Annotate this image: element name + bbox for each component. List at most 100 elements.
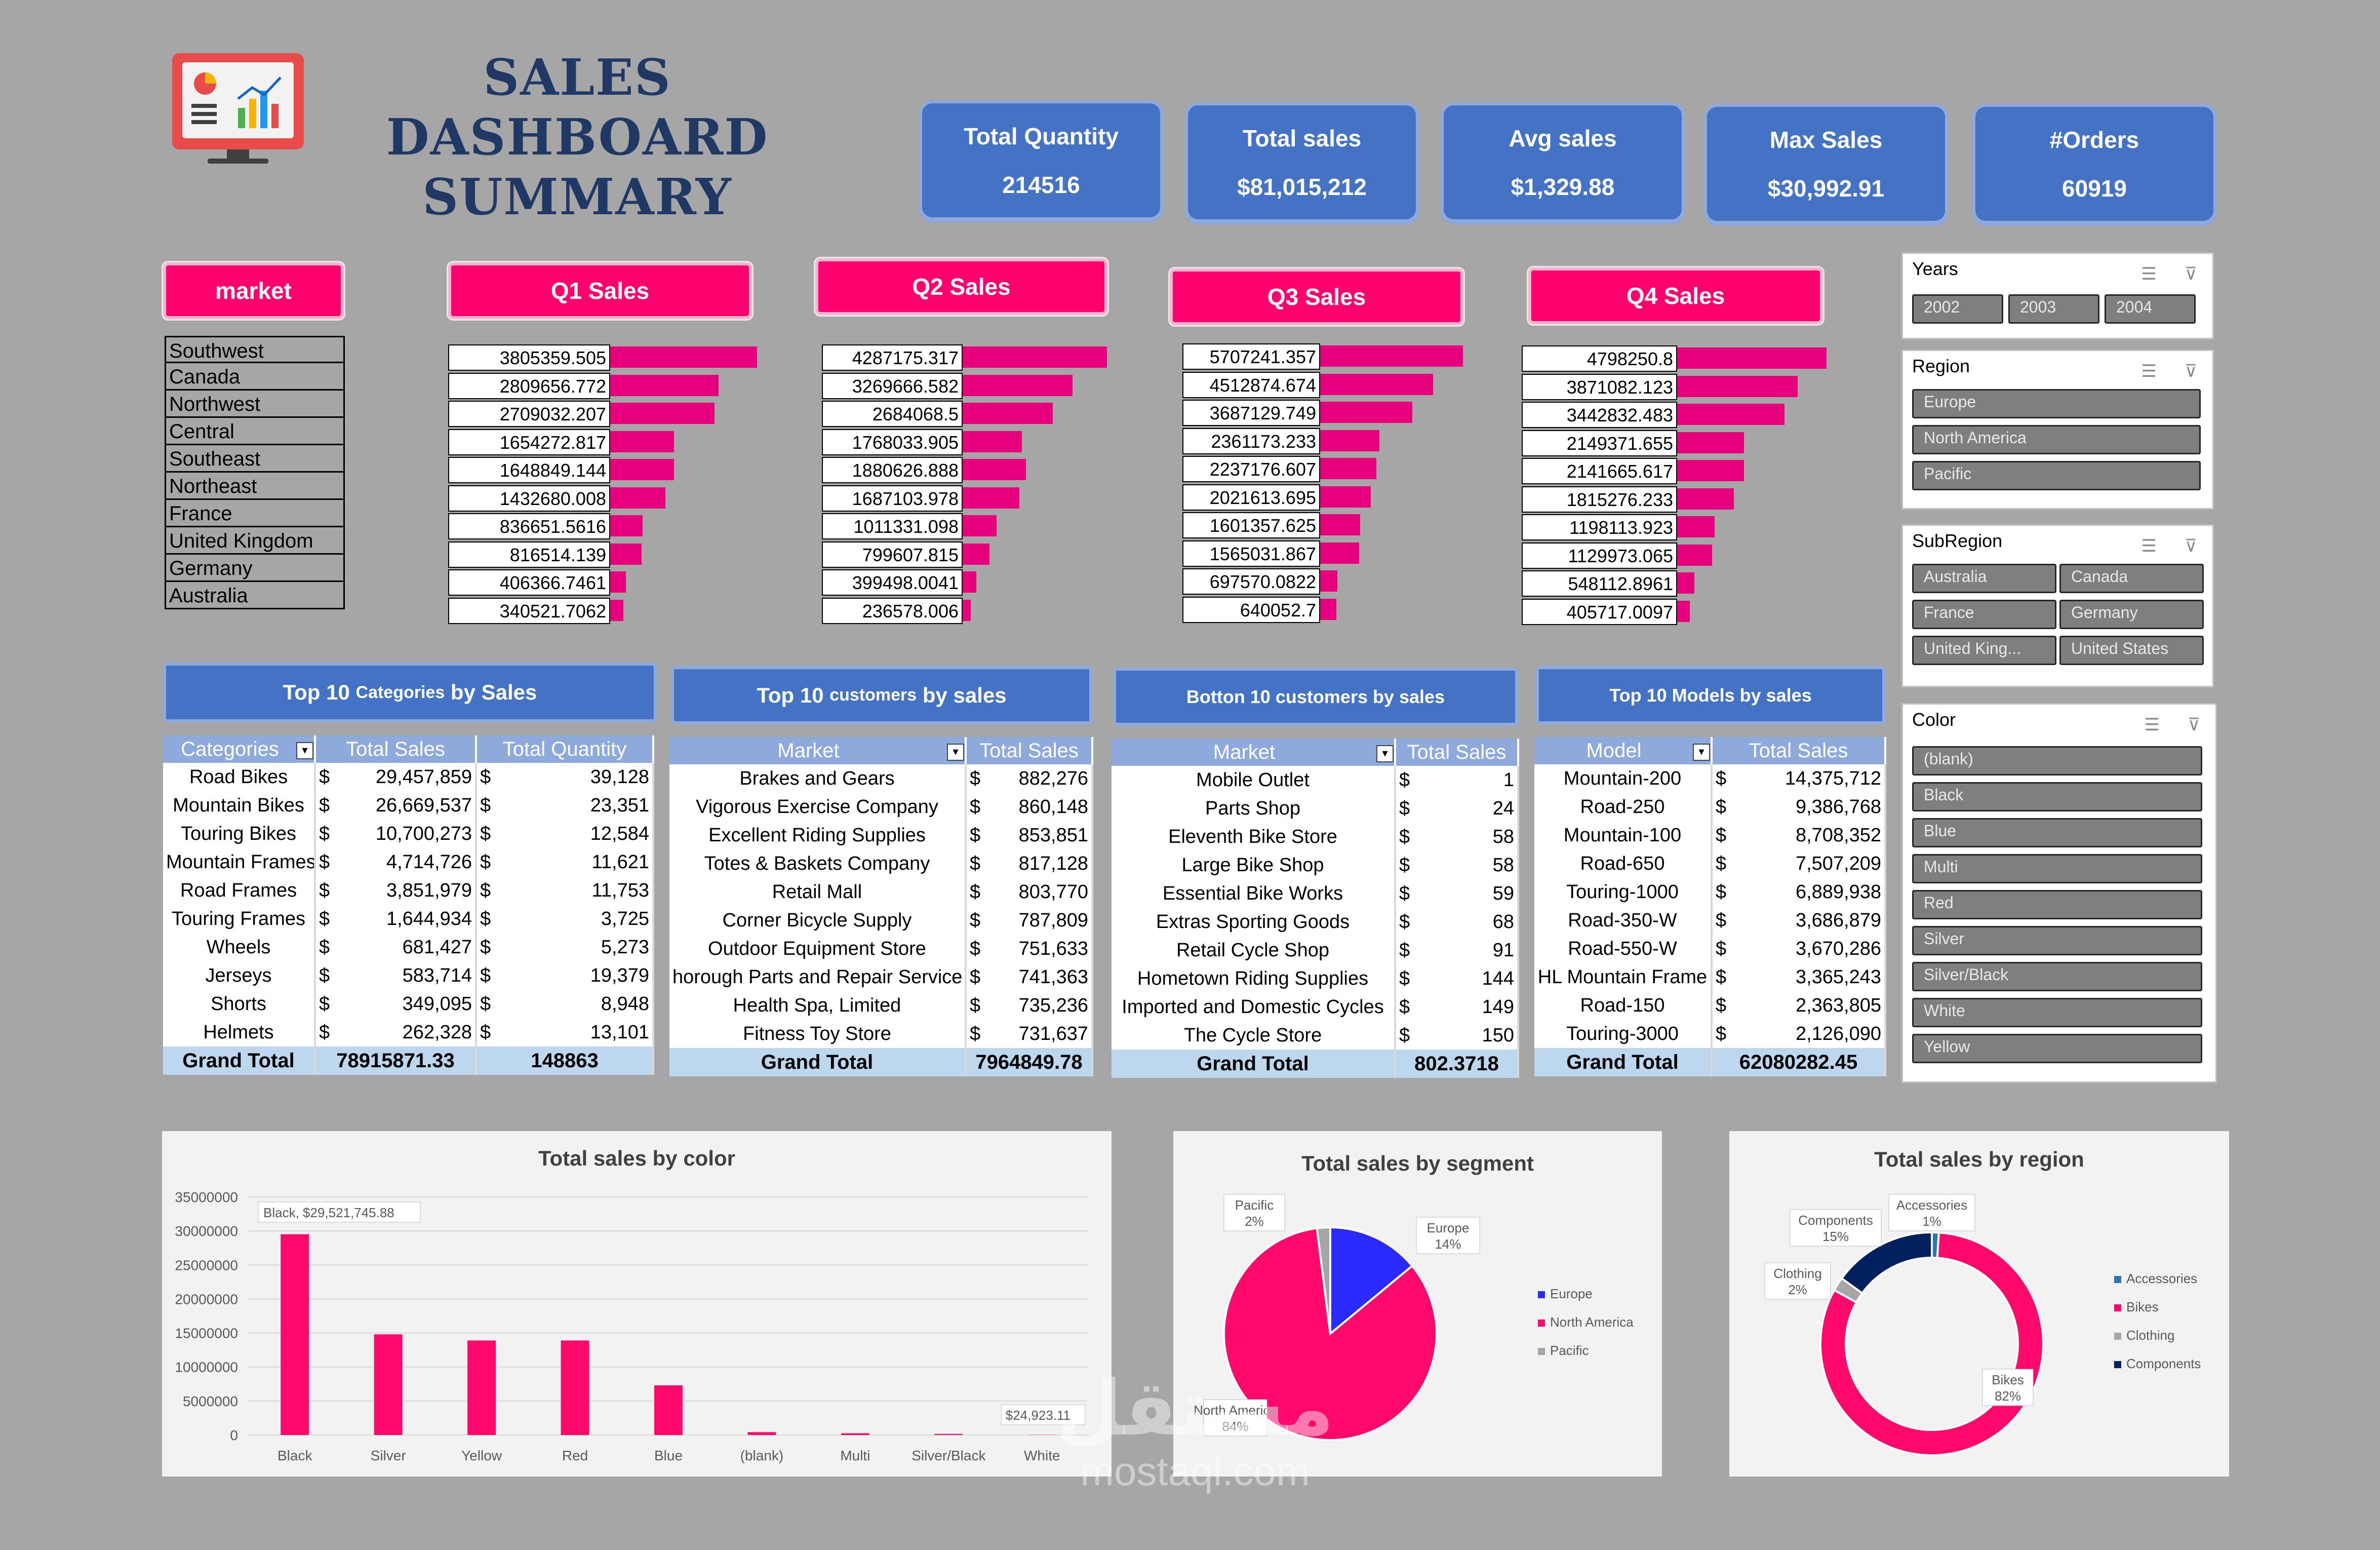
- quarter-value: 1129973.065: [1522, 542, 1677, 569]
- column-header[interactable]: Market ▾: [669, 737, 967, 764]
- row-label: Road-350-W: [1534, 906, 1713, 935]
- donut-chart-svg: Accessories1%Bikes82%Clothing2%Component…: [1764, 1194, 2201, 1456]
- watermark-url: mostaql.com: [1080, 1449, 1310, 1494]
- slicer-item[interactable]: White: [1912, 998, 2202, 1027]
- quarter-value: 2141665.617: [1522, 458, 1677, 484]
- title-part: Categories: [355, 682, 445, 702]
- data-label-value: 2%: [1245, 1214, 1264, 1229]
- currency-symbol: $: [1716, 909, 1727, 931]
- data-label-box: [1416, 1217, 1480, 1254]
- row-value: $144: [1395, 964, 1519, 993]
- slicer-title: Years: [1912, 258, 1958, 279]
- value-text: 24: [1492, 797, 1514, 819]
- table-row: Touring-3000 $2,126,090: [1534, 1020, 1886, 1048]
- quarter-bar: [610, 431, 675, 452]
- y-tick-label: 5000000: [183, 1393, 238, 1409]
- column-header: Total Sales: [966, 737, 1093, 764]
- legend-swatch: [2114, 1361, 2121, 1368]
- column-header[interactable]: Model ▾: [1534, 737, 1713, 764]
- slicer-item[interactable]: Black: [1912, 782, 2202, 811]
- quarter-value: 640052.7: [1182, 596, 1320, 623]
- slicer-item[interactable]: Red: [1912, 890, 2202, 919]
- multi-select-icon[interactable]: ☰: [2141, 264, 2157, 284]
- table-row: Road Frames $3,851,979 $11,753: [163, 876, 654, 905]
- slicer-item[interactable]: Australia: [1912, 564, 2056, 593]
- grand-total-quantity: 148863: [476, 1047, 654, 1075]
- market-item: Southeast: [165, 445, 345, 473]
- quarter-bar: [610, 543, 642, 565]
- row-label: Essential Bike Works: [1112, 879, 1396, 908]
- row-label: Touring-1000: [1534, 878, 1713, 906]
- quarter-bar: [610, 487, 666, 509]
- table-row: Mountain Frames $4,714,726 $11,621: [163, 848, 654, 876]
- clear-filter-icon[interactable]: ⊽: [2188, 715, 2200, 734]
- value-text: 91: [1492, 939, 1514, 961]
- filter-dropdown-icon[interactable]: ▾: [296, 742, 313, 759]
- column-header[interactable]: Market ▾: [1112, 739, 1396, 766]
- multi-select-icon[interactable]: ☰: [2141, 362, 2157, 381]
- filter-dropdown-icon[interactable]: ▾: [1693, 743, 1710, 761]
- slicer-item[interactable]: Europe: [1912, 389, 2201, 418]
- slicer-item[interactable]: 2004: [2105, 294, 2196, 324]
- grand-total-label: Grand Total: [1534, 1048, 1713, 1076]
- bottom-customers-table-title: Botton 10 customers by sales: [1113, 668, 1518, 726]
- row-value: $853,851: [966, 821, 1093, 849]
- row-value: $19,379: [476, 961, 654, 990]
- row-value: $10,700,273: [315, 820, 477, 848]
- row-value: $3,686,879: [1712, 906, 1886, 935]
- slicer-item[interactable]: France: [1912, 600, 2056, 629]
- row-value: $8,708,352: [1712, 821, 1886, 849]
- slicer-item[interactable]: Yellow: [1912, 1034, 2202, 1063]
- pie-slice: [1329, 1226, 1414, 1336]
- slicer-item[interactable]: Multi: [1912, 854, 2202, 883]
- multi-select-icon[interactable]: ☰: [2144, 715, 2160, 734]
- slicer-item[interactable]: (blank): [1912, 746, 2202, 776]
- slicer-item[interactable]: Germany: [2059, 600, 2204, 629]
- slicer-item[interactable]: Canada: [2059, 564, 2204, 593]
- quarter-bar: [1677, 600, 1690, 622]
- quarter-bar: [963, 487, 1020, 509]
- kpi-total-quantity: Total Quantity 214516: [919, 100, 1163, 220]
- slicer-item[interactable]: United States: [2059, 636, 2204, 665]
- kpi-label: #Orders: [2049, 127, 2139, 153]
- multi-select-icon[interactable]: ☰: [2141, 536, 2157, 556]
- kpi-value: 214516: [1002, 172, 1080, 198]
- clear-filter-icon[interactable]: ⊽: [2185, 536, 2197, 556]
- row-value: $58: [1395, 851, 1519, 879]
- pie-slice: [1223, 1227, 1438, 1441]
- slicer-item[interactable]: North America: [1912, 425, 2201, 454]
- value-text: 741,363: [1018, 966, 1088, 988]
- data-label-name: Europe: [1427, 1220, 1470, 1235]
- currency-symbol: $: [1399, 797, 1410, 819]
- currency-symbol: $: [480, 993, 491, 1015]
- column-header-label: Total Sales: [979, 739, 1079, 762]
- slicer-item[interactable]: Silver: [1912, 926, 2202, 955]
- clear-filter-icon[interactable]: ⊽: [2185, 362, 2197, 381]
- filter-dropdown-icon[interactable]: ▾: [947, 743, 964, 761]
- data-label: $24,923.11: [1006, 1408, 1070, 1423]
- data-label-value: 82%: [1995, 1388, 2021, 1404]
- clear-filter-icon[interactable]: ⊽: [2185, 264, 2197, 284]
- row-value: $150: [1395, 1021, 1519, 1050]
- slicer-item[interactable]: Silver/Black: [1912, 962, 2202, 991]
- filter-dropdown-icon[interactable]: ▾: [1376, 745, 1394, 762]
- table-row: Road-650 $7,507,209: [1534, 849, 1886, 878]
- kpi-value: $81,015,212: [1237, 174, 1367, 200]
- slicer-item[interactable]: 2002: [1912, 294, 2003, 324]
- slicer-item[interactable]: United King...: [1912, 636, 2056, 665]
- slicer-item[interactable]: Blue: [1912, 818, 2202, 847]
- slicer-item[interactable]: Pacific: [1912, 461, 2201, 490]
- column-header[interactable]: Categories ▾: [163, 735, 316, 763]
- value-text: 11,621: [591, 851, 649, 873]
- row-value: $7,507,209: [1712, 849, 1886, 878]
- currency-symbol: $: [480, 908, 491, 929]
- legend-label: Components: [2126, 1356, 2201, 1371]
- row-label: HL Mountain Frame: [1534, 963, 1713, 991]
- currency-symbol: $: [1399, 854, 1410, 876]
- currency-symbol: $: [1399, 882, 1410, 904]
- market-list: Southwest Canada Northwest Central Southeast…: [165, 336, 345, 609]
- row-label: Outdoor Equipment Store: [669, 935, 967, 963]
- quarter-bar: [963, 403, 1053, 424]
- slicer-item[interactable]: 2003: [2008, 294, 2099, 324]
